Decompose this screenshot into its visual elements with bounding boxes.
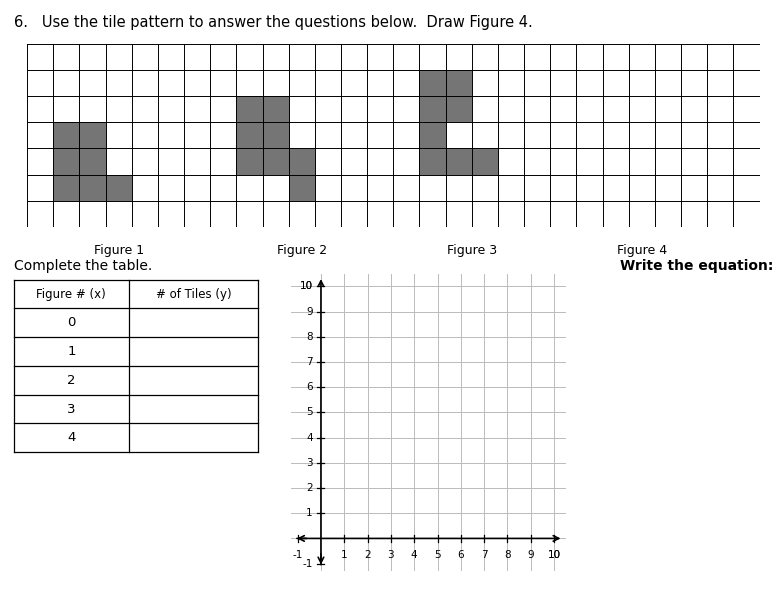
Bar <box>288 174 315 201</box>
Text: 5: 5 <box>434 550 441 560</box>
Text: 2: 2 <box>364 550 371 560</box>
Bar <box>53 123 79 148</box>
Text: 10: 10 <box>547 550 560 560</box>
Text: 0: 0 <box>67 317 75 329</box>
Text: 6: 6 <box>306 382 313 392</box>
Text: 8: 8 <box>306 332 313 342</box>
Bar <box>472 148 498 174</box>
Bar <box>419 70 446 96</box>
Bar <box>236 96 263 123</box>
Bar <box>53 174 79 201</box>
Bar <box>446 148 472 174</box>
Text: 5: 5 <box>306 408 313 417</box>
Bar <box>79 148 105 174</box>
Bar <box>79 174 105 201</box>
Bar <box>236 148 263 174</box>
Text: Figure 1: Figure 1 <box>94 244 143 257</box>
Text: 1: 1 <box>306 508 313 518</box>
Text: Figure # (x): Figure # (x) <box>36 287 106 300</box>
Bar <box>419 96 446 123</box>
Bar <box>263 123 288 148</box>
Text: 8: 8 <box>505 550 511 560</box>
Text: Figure 4: Figure 4 <box>617 244 666 257</box>
Bar <box>53 148 79 174</box>
Text: 10: 10 <box>547 550 560 560</box>
Text: 2: 2 <box>306 483 313 493</box>
Text: 6.   Use the tile pattern to answer the questions below.  Draw Figure 4.: 6. Use the tile pattern to answer the qu… <box>14 15 532 30</box>
Bar <box>419 123 446 148</box>
Text: # of Tiles (y): # of Tiles (y) <box>156 287 231 300</box>
Text: 10: 10 <box>300 281 313 292</box>
Text: 3: 3 <box>388 550 394 560</box>
Text: 4: 4 <box>411 550 418 560</box>
Text: Figure 3: Figure 3 <box>446 244 497 257</box>
Text: 1: 1 <box>341 550 347 560</box>
Bar <box>105 174 132 201</box>
Text: -1: -1 <box>302 559 313 569</box>
Text: 1: 1 <box>67 345 76 358</box>
Bar <box>446 70 472 96</box>
Bar <box>263 148 288 174</box>
Text: 6: 6 <box>457 550 464 560</box>
Bar <box>288 148 315 174</box>
Bar <box>419 148 446 174</box>
Text: Write the equation:: Write the equation: <box>620 259 773 273</box>
Text: Figure 2: Figure 2 <box>277 244 327 257</box>
Text: Complete the table.: Complete the table. <box>14 259 152 273</box>
Text: 9: 9 <box>306 306 313 317</box>
Bar <box>263 96 288 123</box>
Text: 7: 7 <box>306 357 313 367</box>
Text: 4: 4 <box>67 431 75 444</box>
Text: 7: 7 <box>480 550 487 560</box>
Bar <box>236 123 263 148</box>
Text: 3: 3 <box>67 403 76 415</box>
Bar <box>446 96 472 123</box>
Text: 9: 9 <box>528 550 534 560</box>
Bar <box>79 123 105 148</box>
Text: 2: 2 <box>67 374 76 387</box>
Text: 3: 3 <box>306 458 313 468</box>
Text: -1: -1 <box>292 550 303 560</box>
Text: 10: 10 <box>300 281 313 292</box>
Text: 4: 4 <box>306 433 313 443</box>
